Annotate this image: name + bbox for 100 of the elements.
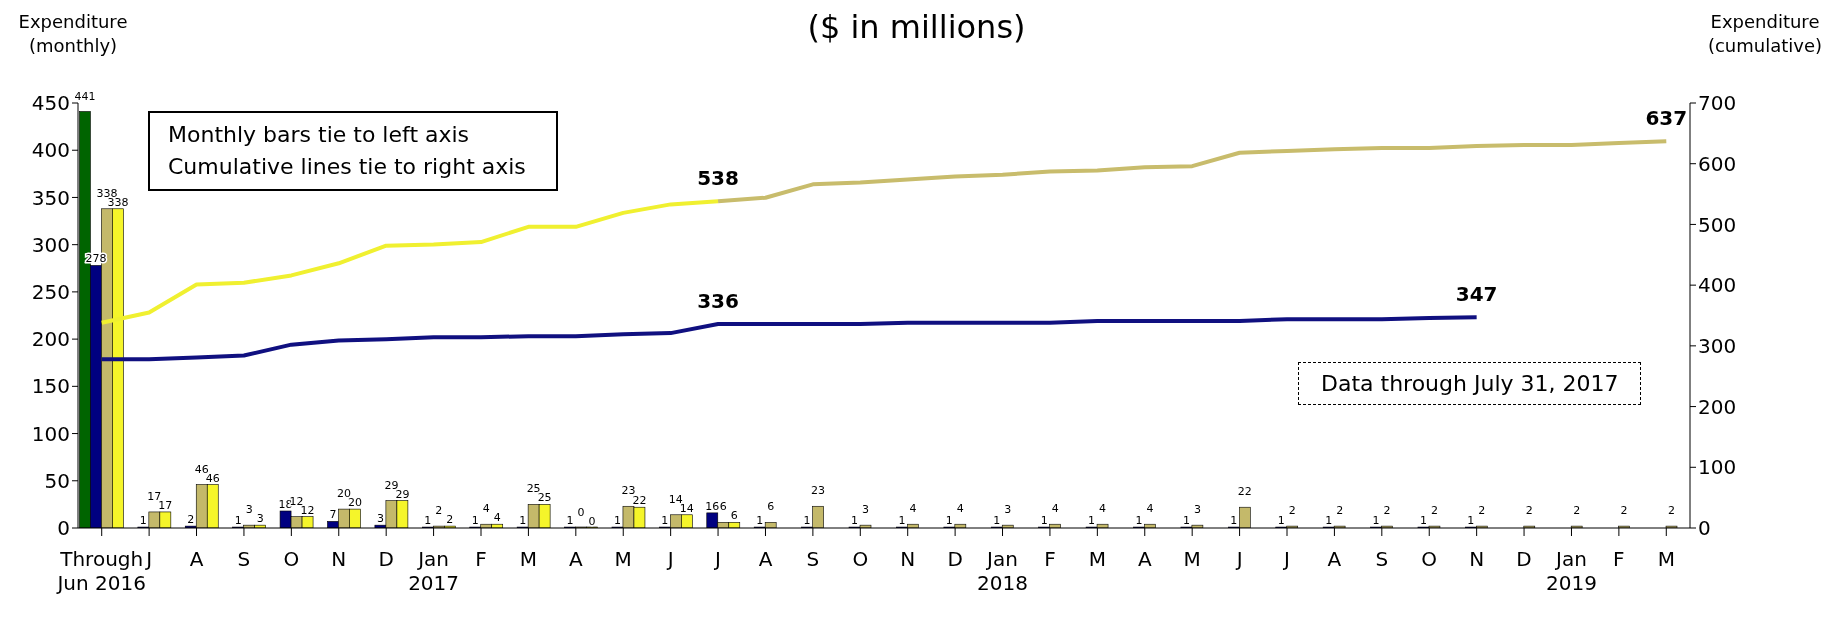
y2-tick-label: 600: [1698, 151, 1737, 176]
x-tick-label: S: [237, 547, 251, 571]
data-label: 538: [697, 166, 739, 191]
data-label: 2: [1525, 504, 1533, 518]
data-label: 1: [851, 514, 859, 528]
data-label: 2: [1383, 504, 1391, 518]
annotation: Data through July 31, 2017: [1298, 362, 1642, 405]
data-label: 1: [1088, 514, 1096, 528]
y2-tick-label: 500: [1698, 212, 1737, 237]
x-tick-label: O: [283, 547, 300, 571]
y2-tick-label: 0: [1698, 516, 1711, 541]
data-label: 338: [107, 195, 129, 209]
data-label: 3: [862, 503, 870, 517]
data-label: 336: [697, 289, 739, 313]
data-label: 6: [767, 500, 775, 514]
data-label: 1: [898, 514, 906, 528]
x-tick-label: Jan 2017: [408, 547, 460, 595]
y-tick-label: 350: [31, 185, 70, 210]
data-label: 1: [1230, 514, 1238, 528]
x-tick-label: M: [614, 547, 632, 571]
x-tick-label: F: [1044, 547, 1056, 571]
x-tick-label: F: [475, 547, 487, 571]
data-label: 12: [300, 503, 315, 517]
y2-tick-label: 200: [1698, 394, 1737, 419]
y-tick-label: 200: [31, 327, 70, 352]
y-tick-label: 150: [31, 374, 70, 399]
data-label: 1: [803, 514, 811, 528]
data-label: 1: [1325, 514, 1333, 528]
x-tick-label: Jan 2018: [977, 547, 1028, 595]
data-label: 3: [245, 503, 253, 517]
data-label: 23: [811, 484, 826, 498]
y2-tick-label: 400: [1698, 273, 1737, 298]
data-label: 1: [613, 514, 621, 528]
y-tick-label: 300: [31, 232, 70, 257]
x-tick-label: O: [1421, 547, 1438, 571]
y-tick-label: 250: [31, 279, 70, 304]
data-label: 637: [1645, 106, 1688, 131]
data-label: 4: [1099, 502, 1107, 516]
y-tick-label: 400: [31, 138, 70, 163]
x-tick-label: J: [1282, 547, 1290, 571]
data-label: 1: [1182, 514, 1190, 528]
x-tick-label: N: [331, 547, 347, 571]
data-label: 2: [1668, 504, 1676, 518]
data-label: 2: [1430, 504, 1438, 518]
data-label: 0: [577, 506, 585, 519]
x-tick-label: S: [1375, 547, 1389, 571]
x-tick-label: J: [713, 547, 722, 571]
data-label: 1: [566, 514, 574, 528]
data-label: 4: [482, 502, 490, 516]
y-tick-label: 100: [31, 421, 70, 446]
data-label: 14: [679, 501, 694, 515]
data-label: 1: [945, 514, 953, 528]
data-label: 3: [376, 512, 384, 526]
data-label: 3: [1193, 503, 1201, 517]
data-label: 4: [1051, 502, 1059, 516]
data-label: 2: [1288, 504, 1296, 518]
data-label: 2: [1336, 504, 1344, 518]
x-tick-label: J: [665, 547, 674, 571]
x-tick-label: A: [1137, 547, 1152, 571]
data-label: 1: [1372, 514, 1380, 528]
data-label: 1: [234, 514, 242, 528]
data-label: 0: [588, 515, 596, 528]
data-label: 4: [956, 502, 964, 516]
data-label: 1: [1277, 514, 1285, 528]
data-label: 1: [1467, 514, 1475, 528]
data-label: 2: [446, 513, 454, 527]
data-label: 2: [1573, 504, 1581, 518]
x-tick-label: M: [1088, 547, 1106, 571]
data-label: 6: [719, 500, 727, 514]
data-label: 1: [1040, 514, 1048, 528]
data-label: 16: [705, 499, 720, 513]
data-label: 2: [187, 513, 195, 527]
y2-tick-label: 700: [1698, 91, 1737, 116]
data-label: 441: [74, 89, 96, 103]
data-label: 1: [424, 514, 432, 528]
chart-title: ($ in millions): [807, 8, 1026, 46]
x-tick-label: O: [852, 547, 869, 571]
data-label: 2: [1620, 504, 1628, 518]
data-label: 1: [756, 514, 764, 528]
x-tick-label: F: [1613, 547, 1625, 571]
data-label: 1: [139, 514, 147, 528]
data-label: 3: [256, 512, 264, 526]
x-tick-label: J: [144, 547, 153, 571]
x-tick-label: A: [1327, 547, 1342, 571]
data-label: 4: [493, 511, 501, 525]
x-tick-label: S: [806, 547, 820, 571]
x-tick-label: N: [1469, 547, 1485, 571]
data-label: 22: [1237, 485, 1252, 499]
y2-tick-label: 100: [1698, 455, 1737, 480]
data-label: 29: [395, 487, 410, 501]
x-tick-label: Jan 2019: [1546, 547, 1597, 595]
data-label: 4: [909, 502, 917, 516]
x-tick-label: Through Jun 2016: [55, 547, 146, 595]
data-label: 2: [1478, 504, 1486, 518]
data-label: 347: [1455, 282, 1498, 307]
x-tick-label: N: [900, 547, 916, 571]
data-label: 22: [632, 494, 647, 508]
data-label: 7: [329, 508, 337, 522]
data-label: 1: [1419, 514, 1427, 528]
x-tick-label: A: [189, 547, 204, 571]
